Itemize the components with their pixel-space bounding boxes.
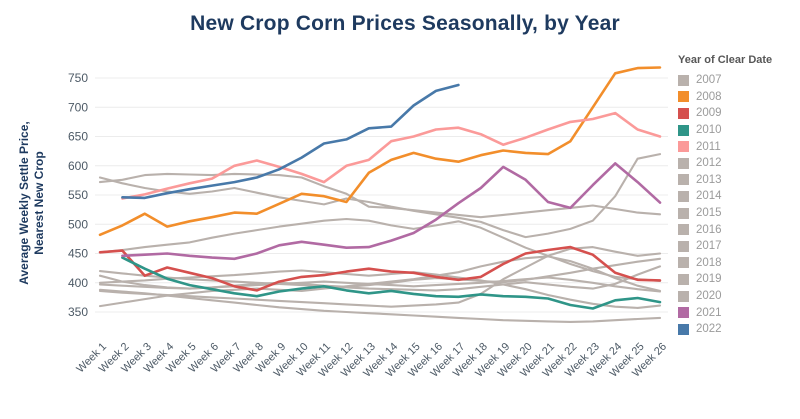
- series-line-2014[interactable]: [98, 217, 662, 283]
- legend-item-2008[interactable]: 2008: [678, 89, 796, 106]
- legend-swatch-2018: [678, 257, 689, 269]
- legend-item-2010[interactable]: 2010: [678, 122, 796, 139]
- legend-label: 2017: [696, 240, 722, 253]
- legend-label: 2019: [696, 273, 722, 286]
- legend-label: 2010: [696, 124, 722, 137]
- legend-label: 2016: [696, 223, 722, 236]
- legend-label: 2008: [696, 90, 722, 103]
- legend-label: 2007: [696, 74, 722, 87]
- chart-title: New Crop Corn Prices Seasonally, by Year: [190, 12, 620, 35]
- series-line-2010[interactable]: [121, 256, 662, 310]
- legend-label: 2022: [696, 323, 722, 336]
- series-line-2015[interactable]: [98, 265, 662, 292]
- legend-item-2013[interactable]: 2013: [678, 172, 796, 189]
- legend-items: 2007 2008 2009 2010 2011 2012 2013 2014 2015 2016…: [678, 72, 796, 338]
- series-line-2019[interactable]: [98, 246, 662, 308]
- legend-swatch-2019: [678, 273, 689, 285]
- series-line-2013[interactable]: [98, 172, 662, 219]
- y-tick-label: 550: [68, 188, 88, 202]
- legend-title: Year of Clear Date: [678, 54, 773, 66]
- legend-item-2012[interactable]: 2012: [678, 155, 796, 172]
- legend-label: 2012: [696, 157, 722, 170]
- series-line-2012[interactable]: [98, 153, 662, 239]
- legend-item-2017[interactable]: 2017: [678, 238, 796, 255]
- legend-item-2018[interactable]: 2018: [678, 255, 796, 272]
- y-tick-label: 600: [68, 159, 88, 173]
- legend-swatch-2015: [678, 207, 689, 219]
- series-line-2020[interactable]: [98, 288, 662, 323]
- y-axis-title-line1: Average Weekly Settle Price,: [17, 121, 31, 285]
- legend-swatch-2022: [678, 323, 689, 335]
- y-tick-label: 350: [68, 305, 88, 319]
- legend-label: 2015: [696, 207, 722, 220]
- legend-swatch-2016: [678, 224, 689, 236]
- legend-item-2009[interactable]: 2009: [678, 105, 796, 122]
- series-line-2017[interactable]: [98, 276, 662, 293]
- legend-swatch-2021: [678, 307, 689, 319]
- series-line-2009[interactable]: [98, 245, 662, 292]
- legend-label: 2021: [696, 306, 722, 319]
- y-tick-label: 650: [68, 130, 88, 144]
- y-tick-label: 500: [68, 217, 88, 231]
- legend-label: 2018: [696, 256, 722, 269]
- y-tick-label: 400: [68, 276, 88, 290]
- legend-item-2016[interactable]: 2016: [678, 221, 796, 238]
- series-line-2021[interactable]: [121, 162, 662, 261]
- legend-item-2019[interactable]: 2019: [678, 271, 796, 288]
- legend-item-2011[interactable]: 2011: [678, 138, 796, 155]
- legend-swatch-2014: [678, 190, 689, 202]
- legend-label: 2009: [696, 107, 722, 120]
- legend-item-2007[interactable]: 2007: [678, 72, 796, 89]
- legend-swatch-2012: [678, 157, 689, 169]
- legend-label: 2011: [696, 140, 721, 153]
- legend-label: 2020: [696, 290, 722, 303]
- legend-swatch-2011: [678, 141, 689, 153]
- legend-item-2021[interactable]: 2021: [678, 304, 796, 321]
- legend-item-2014[interactable]: 2014: [678, 188, 796, 205]
- legend-swatch-2020: [678, 290, 689, 302]
- legend-swatch-2008: [678, 91, 689, 103]
- y-axis-title: Average Weekly Settle Price, Nearest New…: [17, 88, 47, 318]
- y-tick-label: 700: [68, 100, 88, 114]
- legend-label: 2013: [696, 173, 722, 186]
- legend-item-2020[interactable]: 2020: [678, 288, 796, 305]
- legend-swatch-2010: [678, 124, 689, 136]
- legend-swatch-2007: [678, 74, 689, 86]
- legend: Year of Clear Date 2007 2008 2009 2010 2011 2…: [678, 54, 796, 338]
- y-tick-label: 750: [68, 71, 88, 85]
- legend-label: 2014: [696, 190, 722, 203]
- legend-swatch-2013: [678, 174, 689, 186]
- y-tick-label: 450: [68, 247, 88, 261]
- y-axis-title-line2: Nearest New Crop: [32, 151, 46, 255]
- series-line-2018[interactable]: [98, 269, 662, 309]
- legend-item-2022[interactable]: 2022: [678, 321, 796, 338]
- series-line-2008[interactable]: [98, 66, 662, 237]
- legend-item-2015[interactable]: 2015: [678, 205, 796, 222]
- legend-swatch-2009: [678, 107, 689, 119]
- series-line-2011[interactable]: [121, 111, 662, 200]
- series-line-2016[interactable]: [98, 255, 662, 308]
- legend-swatch-2017: [678, 240, 689, 252]
- series-line-2022[interactable]: [121, 83, 460, 200]
